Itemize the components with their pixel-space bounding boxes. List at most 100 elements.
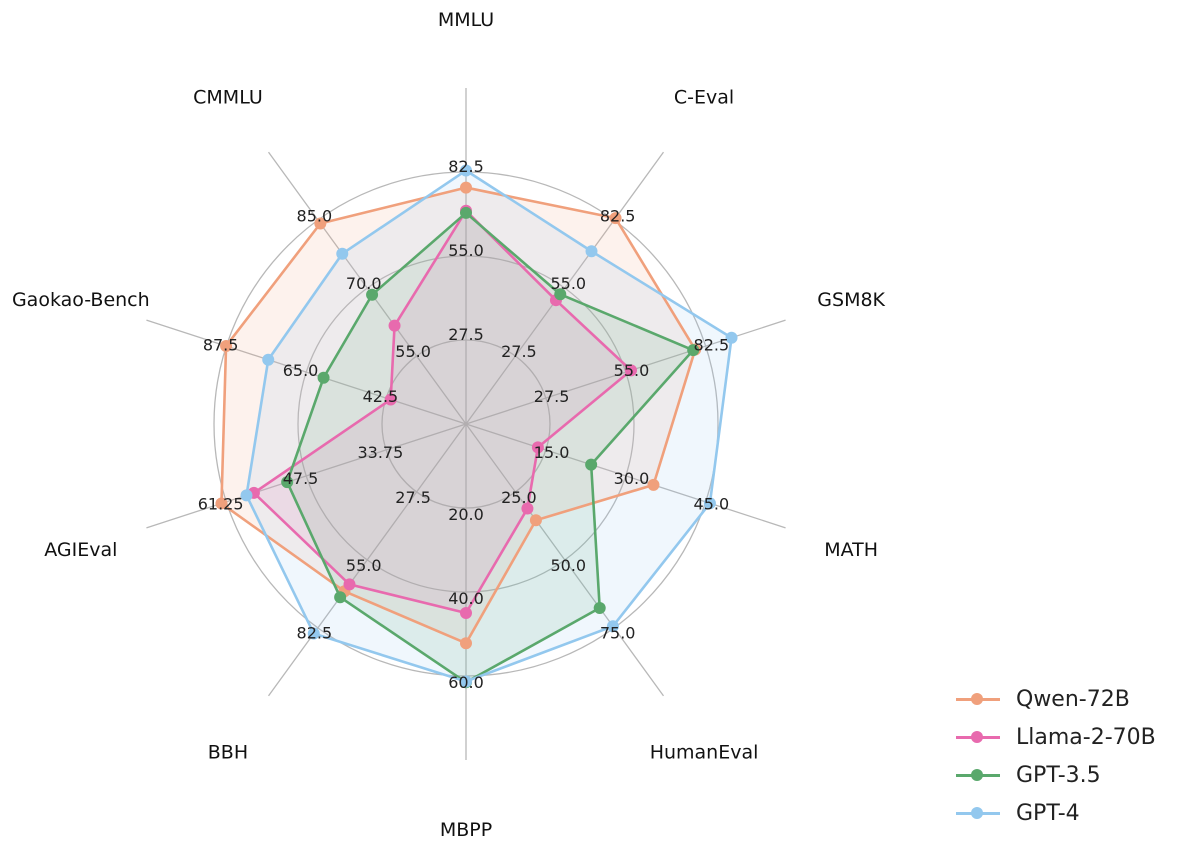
- tick-label: 85.0: [297, 206, 333, 225]
- point-gpt-4-mmlu: [460, 164, 472, 177]
- tick-label: 75.0: [600, 624, 636, 643]
- point-gpt-3-5-bbh: [334, 591, 347, 604]
- radar-labels: 27.5 55.0 82.5 27.5 55.0 82.5 27.5 55.0 82.5 15.0…: [12, 9, 886, 841]
- axis-label-cmmlu: CMMLU: [193, 86, 263, 108]
- spoke-c-eval: [465, 151, 665, 425]
- spoke-agieval: [146, 423, 467, 529]
- point-llama-2-70b-cmmlu: [388, 319, 401, 332]
- legend-swatch: [956, 727, 1000, 747]
- point-llama-2-70b-gaokao-bench: [384, 393, 397, 406]
- radar-grid: [146, 88, 786, 760]
- axis-label-gaokao-bench: Gaokao-Bench: [12, 289, 150, 311]
- axis-label-gsm8k: GSM8K: [817, 289, 885, 311]
- point-qwen-72b-gaokao-bench: [220, 340, 233, 353]
- legend-item-llama-2-70b: Llama-2-70B: [956, 718, 1156, 756]
- spoke-humaneval: [465, 423, 665, 697]
- legend-swatch: [956, 765, 1000, 785]
- spoke-bbh: [267, 423, 467, 697]
- axis-label-c-eval: C-Eval: [674, 86, 734, 108]
- tick-label: 82.5: [694, 335, 730, 354]
- axis-label-agieval: AGIEval: [44, 539, 117, 561]
- point-qwen-72b-math: [647, 478, 660, 491]
- legend-marker: [971, 693, 983, 705]
- point-qwen-72b-mbpp: [460, 637, 472, 650]
- series-area-gpt-3-5: [287, 212, 694, 683]
- tick-label: 27.5: [448, 325, 484, 344]
- legend-swatch: [956, 689, 1000, 709]
- point-qwen-72b-c-eval: [609, 212, 622, 225]
- point-gpt-4-math: [703, 497, 716, 510]
- point-llama-2-70b-math: [531, 441, 544, 454]
- point-qwen-72b-humaneval: [529, 514, 542, 527]
- tick-label: 20.0: [448, 505, 484, 524]
- point-gpt-3-5-cmmlu: [366, 288, 379, 301]
- tick-label: 61.25: [198, 495, 244, 514]
- legend-label: GPT-3.5: [1016, 762, 1101, 788]
- point-gpt-3-5-humaneval: [593, 602, 606, 615]
- legend-marker: [971, 807, 983, 819]
- axis-label-bbh: BBH: [208, 742, 248, 764]
- axis-label-math: MATH: [824, 539, 878, 561]
- tick-label: 55.0: [346, 556, 382, 575]
- point-gpt-4-bbh: [307, 627, 320, 640]
- tick-label: 27.5: [534, 387, 570, 406]
- tick-label: 60.0: [448, 673, 484, 692]
- legend-label: GPT-4: [1016, 800, 1080, 826]
- series-area-llama-2-70b: [253, 210, 632, 613]
- axis-label-mbpp: MBPP: [440, 819, 492, 841]
- point-llama-2-70b-humaneval: [521, 502, 534, 515]
- tick-label: 25.0: [501, 488, 537, 507]
- point-gpt-4-agieval: [240, 489, 253, 502]
- tick-label: 27.5: [501, 342, 537, 361]
- legend-label: Qwen-72B: [1016, 686, 1130, 712]
- point-gpt-3-5-c-eval: [554, 288, 567, 301]
- spoke-math: [465, 423, 786, 529]
- tick-label: 33.75: [357, 443, 403, 462]
- point-gpt-4-mbpp: [460, 675, 472, 688]
- point-gpt-3-5-gsm8k: [687, 344, 700, 357]
- axis-label-humaneval: HumanEval: [650, 742, 759, 764]
- tick-label: 15.0: [534, 443, 570, 462]
- legend-item-qwen-72b: Qwen-72B: [956, 680, 1156, 718]
- tick-label: 50.0: [550, 556, 586, 575]
- point-gpt-4-cmmlu: [336, 247, 349, 260]
- legend-item-gpt-3-5: GPT-3.5: [956, 756, 1156, 794]
- legend-marker: [971, 769, 983, 781]
- tick-label: 27.5: [395, 488, 431, 507]
- point-gpt-3-5-math: [585, 458, 598, 471]
- tick-label: 55.0: [614, 361, 650, 380]
- tick-label: 70.0: [346, 274, 382, 293]
- point-gpt-4-humaneval: [606, 620, 619, 633]
- radar-series: [215, 164, 738, 689]
- point-gpt-3-5-mmlu: [460, 206, 472, 219]
- tick-label: 55.0: [448, 241, 484, 260]
- legend-label: Llama-2-70B: [1016, 724, 1156, 750]
- tick-label: 82.5: [297, 624, 333, 643]
- point-llama-2-70b-gsm8k: [625, 364, 638, 377]
- tick-label: 40.0: [448, 589, 484, 608]
- point-gpt-4-gsm8k: [725, 331, 738, 344]
- legend: Qwen-72B Llama-2-70B GPT-3.5 GPT-4: [956, 680, 1156, 832]
- point-llama-2-70b-bbh: [343, 578, 356, 591]
- point-gpt-4-c-eval: [585, 245, 598, 258]
- spoke-cmmlu: [267, 151, 467, 425]
- tick-label: 82.5: [448, 157, 484, 176]
- point-gpt-3-5-agieval: [281, 476, 294, 489]
- tick-label: 30.0: [614, 469, 650, 488]
- tick-label: 82.5: [600, 206, 636, 225]
- tick-label: 47.5: [283, 469, 319, 488]
- point-qwen-72b-mmlu: [460, 181, 472, 194]
- point-gpt-3-5-gaokao-bench: [317, 371, 330, 384]
- point-qwen-72b-agieval: [215, 497, 228, 510]
- tick-label: 55.0: [395, 342, 431, 361]
- point-qwen-72b-cmmlu: [314, 217, 327, 230]
- tick-label: 42.5: [363, 387, 399, 406]
- tick-label: 87.5: [203, 335, 239, 354]
- legend-item-gpt-4: GPT-4: [956, 794, 1156, 832]
- spoke-gaokao-bench: [146, 319, 467, 425]
- axis-label-mmlu: MMLU: [438, 9, 494, 31]
- point-gpt-4-gaokao-bench: [262, 353, 275, 366]
- legend-swatch: [956, 803, 1000, 823]
- tick-label: 55.0: [550, 274, 586, 293]
